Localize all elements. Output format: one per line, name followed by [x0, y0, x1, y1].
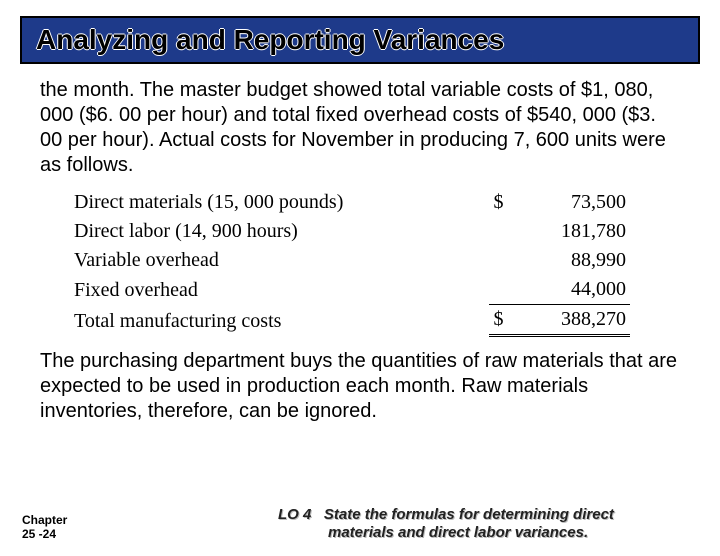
slide-title: Analyzing and Reporting Variances — [36, 24, 684, 56]
closing-paragraph: The purchasing department buys the quant… — [40, 349, 680, 424]
table-row: Variable overhead 88,990 — [70, 246, 630, 275]
slide-title-box: Analyzing and Reporting Variances — [20, 16, 700, 64]
row-currency — [489, 246, 514, 275]
chapter-footer: Chapter 25 -24 — [22, 514, 67, 542]
row-amount: 181,780 — [515, 217, 630, 246]
row-amount: 44,000 — [515, 275, 630, 305]
costs-table-body: Direct materials (15, 000 pounds)$73,500… — [70, 188, 630, 336]
chapter-number: 25 -24 — [22, 527, 56, 541]
row-desc: Variable overhead — [70, 246, 489, 275]
row-amount: 73,500 — [515, 188, 630, 217]
lo-number: LO 4 — [278, 506, 311, 523]
row-currency — [489, 217, 514, 246]
chapter-label: Chapter — [22, 513, 67, 527]
costs-table: Direct materials (15, 000 pounds)$73,500… — [70, 188, 630, 337]
total-amount: 388,270 — [515, 305, 630, 336]
row-currency: $ — [489, 188, 514, 217]
learning-objective: LO 4 State the formulas for determining … — [278, 506, 698, 542]
row-desc: Direct materials (15, 000 pounds) — [70, 188, 489, 217]
total-currency: $ — [489, 305, 514, 336]
table-row: Direct labor (14, 900 hours) 181,780 — [70, 217, 630, 246]
row-amount: 88,990 — [515, 246, 630, 275]
table-row: Direct materials (15, 000 pounds)$73,500 — [70, 188, 630, 217]
lo-text-line2: materials and direct labor variances. — [278, 524, 698, 542]
row-desc: Fixed overhead — [70, 275, 489, 305]
total-desc: Total manufacturing costs — [70, 305, 489, 336]
row-desc: Direct labor (14, 900 hours) — [70, 217, 489, 246]
row-currency — [489, 275, 514, 305]
table-total-row: Total manufacturing costs$388,270 — [70, 305, 630, 336]
table-row: Fixed overhead 44,000 — [70, 275, 630, 305]
lo-text-line1: State the formulas for determining direc… — [324, 506, 614, 523]
intro-paragraph: the month. The master budget showed tota… — [40, 78, 680, 178]
